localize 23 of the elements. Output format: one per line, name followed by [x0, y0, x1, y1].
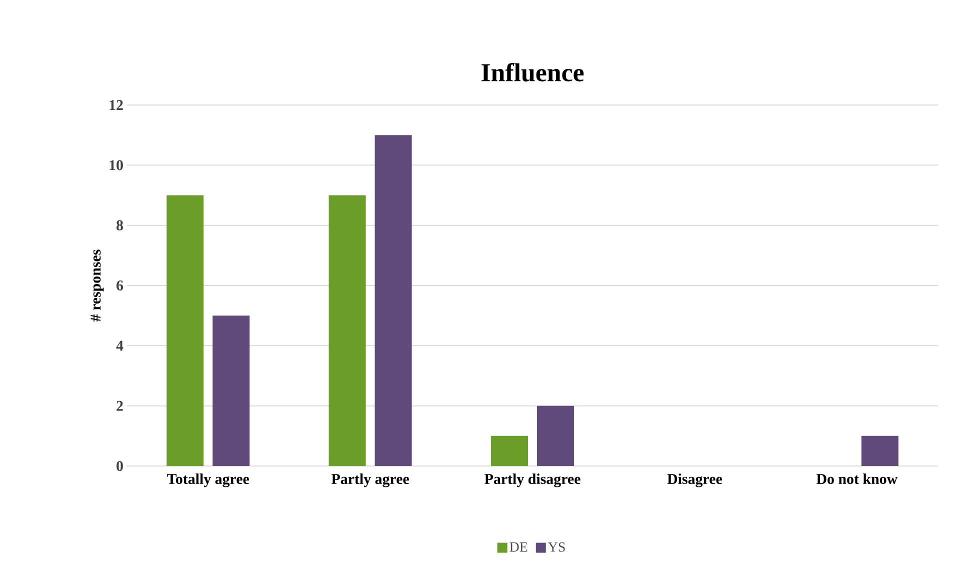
x-tick-label: Disagree	[667, 474, 722, 488]
bar	[374, 135, 412, 466]
legend-label: DE	[510, 542, 528, 552]
chart-title: Influence	[482, 62, 584, 82]
y-tick-label: 8	[116, 220, 123, 230]
bar	[166, 195, 204, 466]
y-tick-label: 2	[116, 400, 123, 411]
bar	[537, 406, 574, 466]
legend-label: YS	[548, 542, 565, 552]
bar	[212, 316, 250, 466]
bar	[328, 195, 366, 466]
x-tick-label: Partly disagree	[484, 474, 580, 488]
x-tick-label: Partly agree	[331, 474, 410, 488]
y-tick-label: 10	[110, 160, 123, 170]
y-tick-label: 6	[116, 280, 124, 291]
y-tick-label: 0	[116, 460, 123, 472]
y-axis-title: # responses	[90, 250, 104, 322]
bar	[491, 436, 528, 466]
y-tick-label: 4	[116, 340, 124, 351]
x-tick-label: Do not know	[816, 474, 898, 484]
bar	[861, 436, 898, 466]
y-tick-label: 12	[110, 100, 123, 110]
x-tick-label: Totally agree	[167, 474, 250, 488]
